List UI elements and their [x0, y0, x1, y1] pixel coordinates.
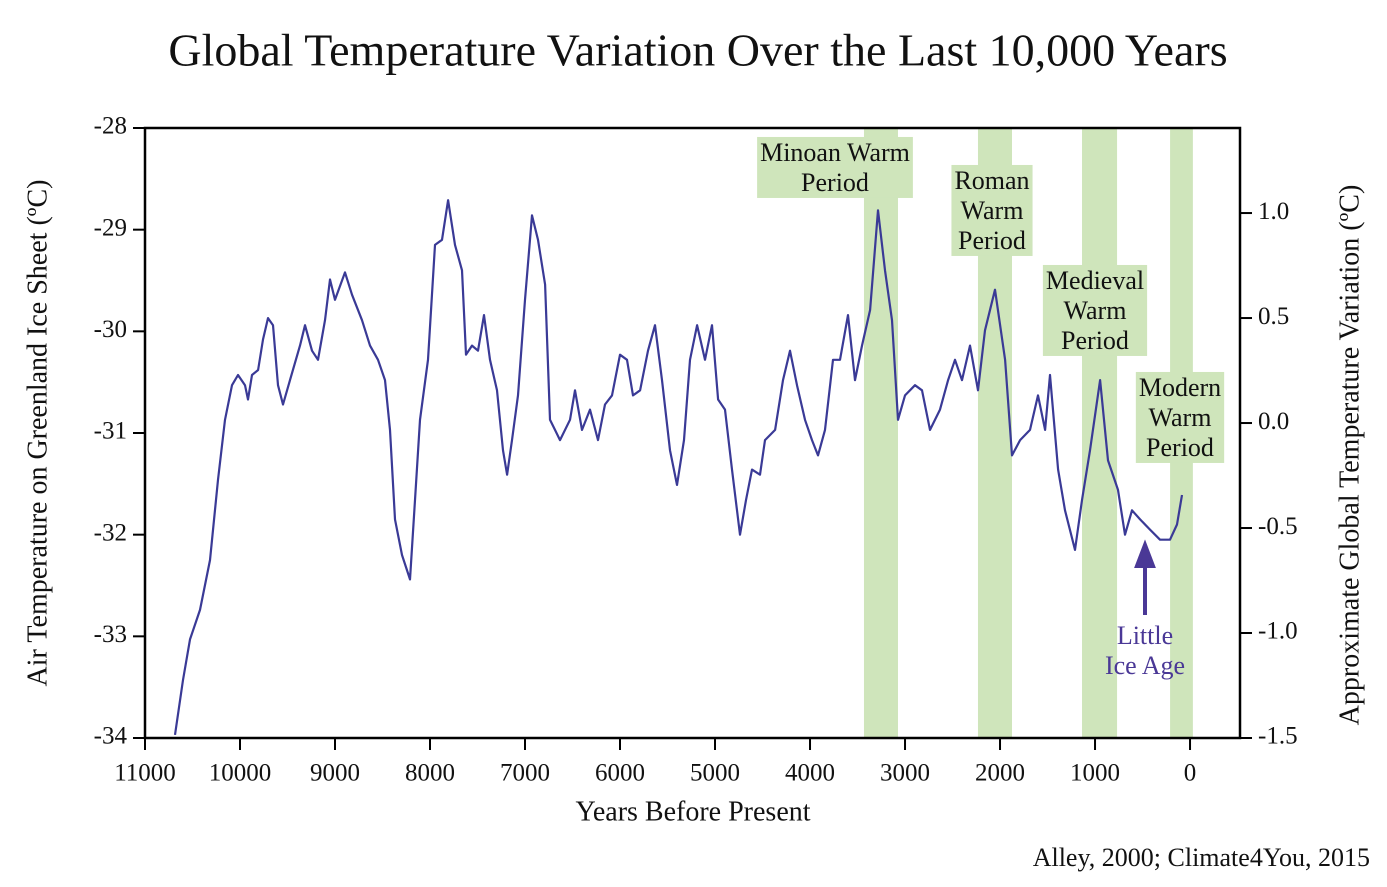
- period-label-bg: [757, 136, 913, 198]
- y2-tick-label: 0.5: [1258, 303, 1289, 330]
- annotation-text: Little: [1117, 621, 1173, 650]
- y2-tick-label: 1.0: [1258, 198, 1289, 225]
- y-tick-label: -31: [94, 418, 127, 445]
- period-label-bg: [951, 164, 1033, 256]
- period-band: [863, 128, 898, 738]
- chart-title: Global Temperature Variation Over the La…: [168, 25, 1227, 76]
- period-label-text: Roman: [954, 166, 1029, 195]
- period-label-bg: [1042, 264, 1148, 356]
- x-tick-label: 7000: [500, 760, 550, 787]
- x-tick-label: 10000: [209, 760, 272, 787]
- period-band: [1082, 128, 1118, 738]
- x-tick-label: 8000: [405, 760, 455, 787]
- period-label-text: Warm: [1149, 403, 1212, 432]
- y2-tick-label: 0.0: [1258, 408, 1289, 435]
- x-tick-label: 4000: [785, 760, 835, 787]
- annotation-arrow: [1134, 539, 1156, 615]
- x-tick-label: 1000: [1070, 760, 1120, 787]
- data-line: [173, 199, 1184, 736]
- x-tick-label: 9000: [310, 760, 360, 787]
- y2-tick-label: -1.5: [1258, 723, 1298, 750]
- period-label-bg: [1135, 371, 1225, 463]
- y-tick-label: -30: [94, 316, 127, 343]
- period-label-text: Modern: [1139, 373, 1221, 402]
- x-tick-label: 0: [1184, 760, 1197, 787]
- x-axis-label: Years Before Present: [575, 796, 810, 827]
- y-tick-label: -33: [94, 621, 127, 648]
- y-tick-label: -29: [94, 214, 127, 241]
- y2-tick-label: -1.0: [1258, 618, 1298, 645]
- period-label-text: Period: [1146, 433, 1214, 462]
- period-label-text: Period: [801, 168, 869, 197]
- source-note: Alley, 2000; Climate4You, 2015: [1033, 843, 1370, 872]
- y-axis-label: Air Temperature on Greenland Ice Sheet (…: [22, 180, 53, 687]
- period-label-text: Medieval: [1046, 266, 1144, 295]
- y-tick-label: -34: [94, 723, 128, 750]
- period-label-text: Period: [1061, 326, 1129, 355]
- x-tick-label: 6000: [595, 760, 645, 787]
- annotation-text: Ice Age: [1105, 651, 1185, 680]
- period-label-text: Minoan Warm: [760, 138, 910, 167]
- plot-frame: [143, 126, 1242, 740]
- period-label-text: Warm: [961, 196, 1024, 225]
- x-tick-label: 11000: [114, 760, 176, 787]
- x-tick-label: 5000: [690, 760, 740, 787]
- x-tick-label: 2000: [975, 760, 1025, 787]
- period-label-text: Warm: [1064, 296, 1127, 325]
- y-tick-label: -28: [94, 113, 127, 140]
- y2-tick-label: -0.5: [1258, 513, 1298, 540]
- period-label-text: Period: [958, 226, 1026, 255]
- x-tick-label: 3000: [880, 760, 930, 787]
- y-tick-label: -32: [94, 519, 127, 546]
- y2-axis-label: Approximate Global Temperature Variation…: [1334, 185, 1365, 726]
